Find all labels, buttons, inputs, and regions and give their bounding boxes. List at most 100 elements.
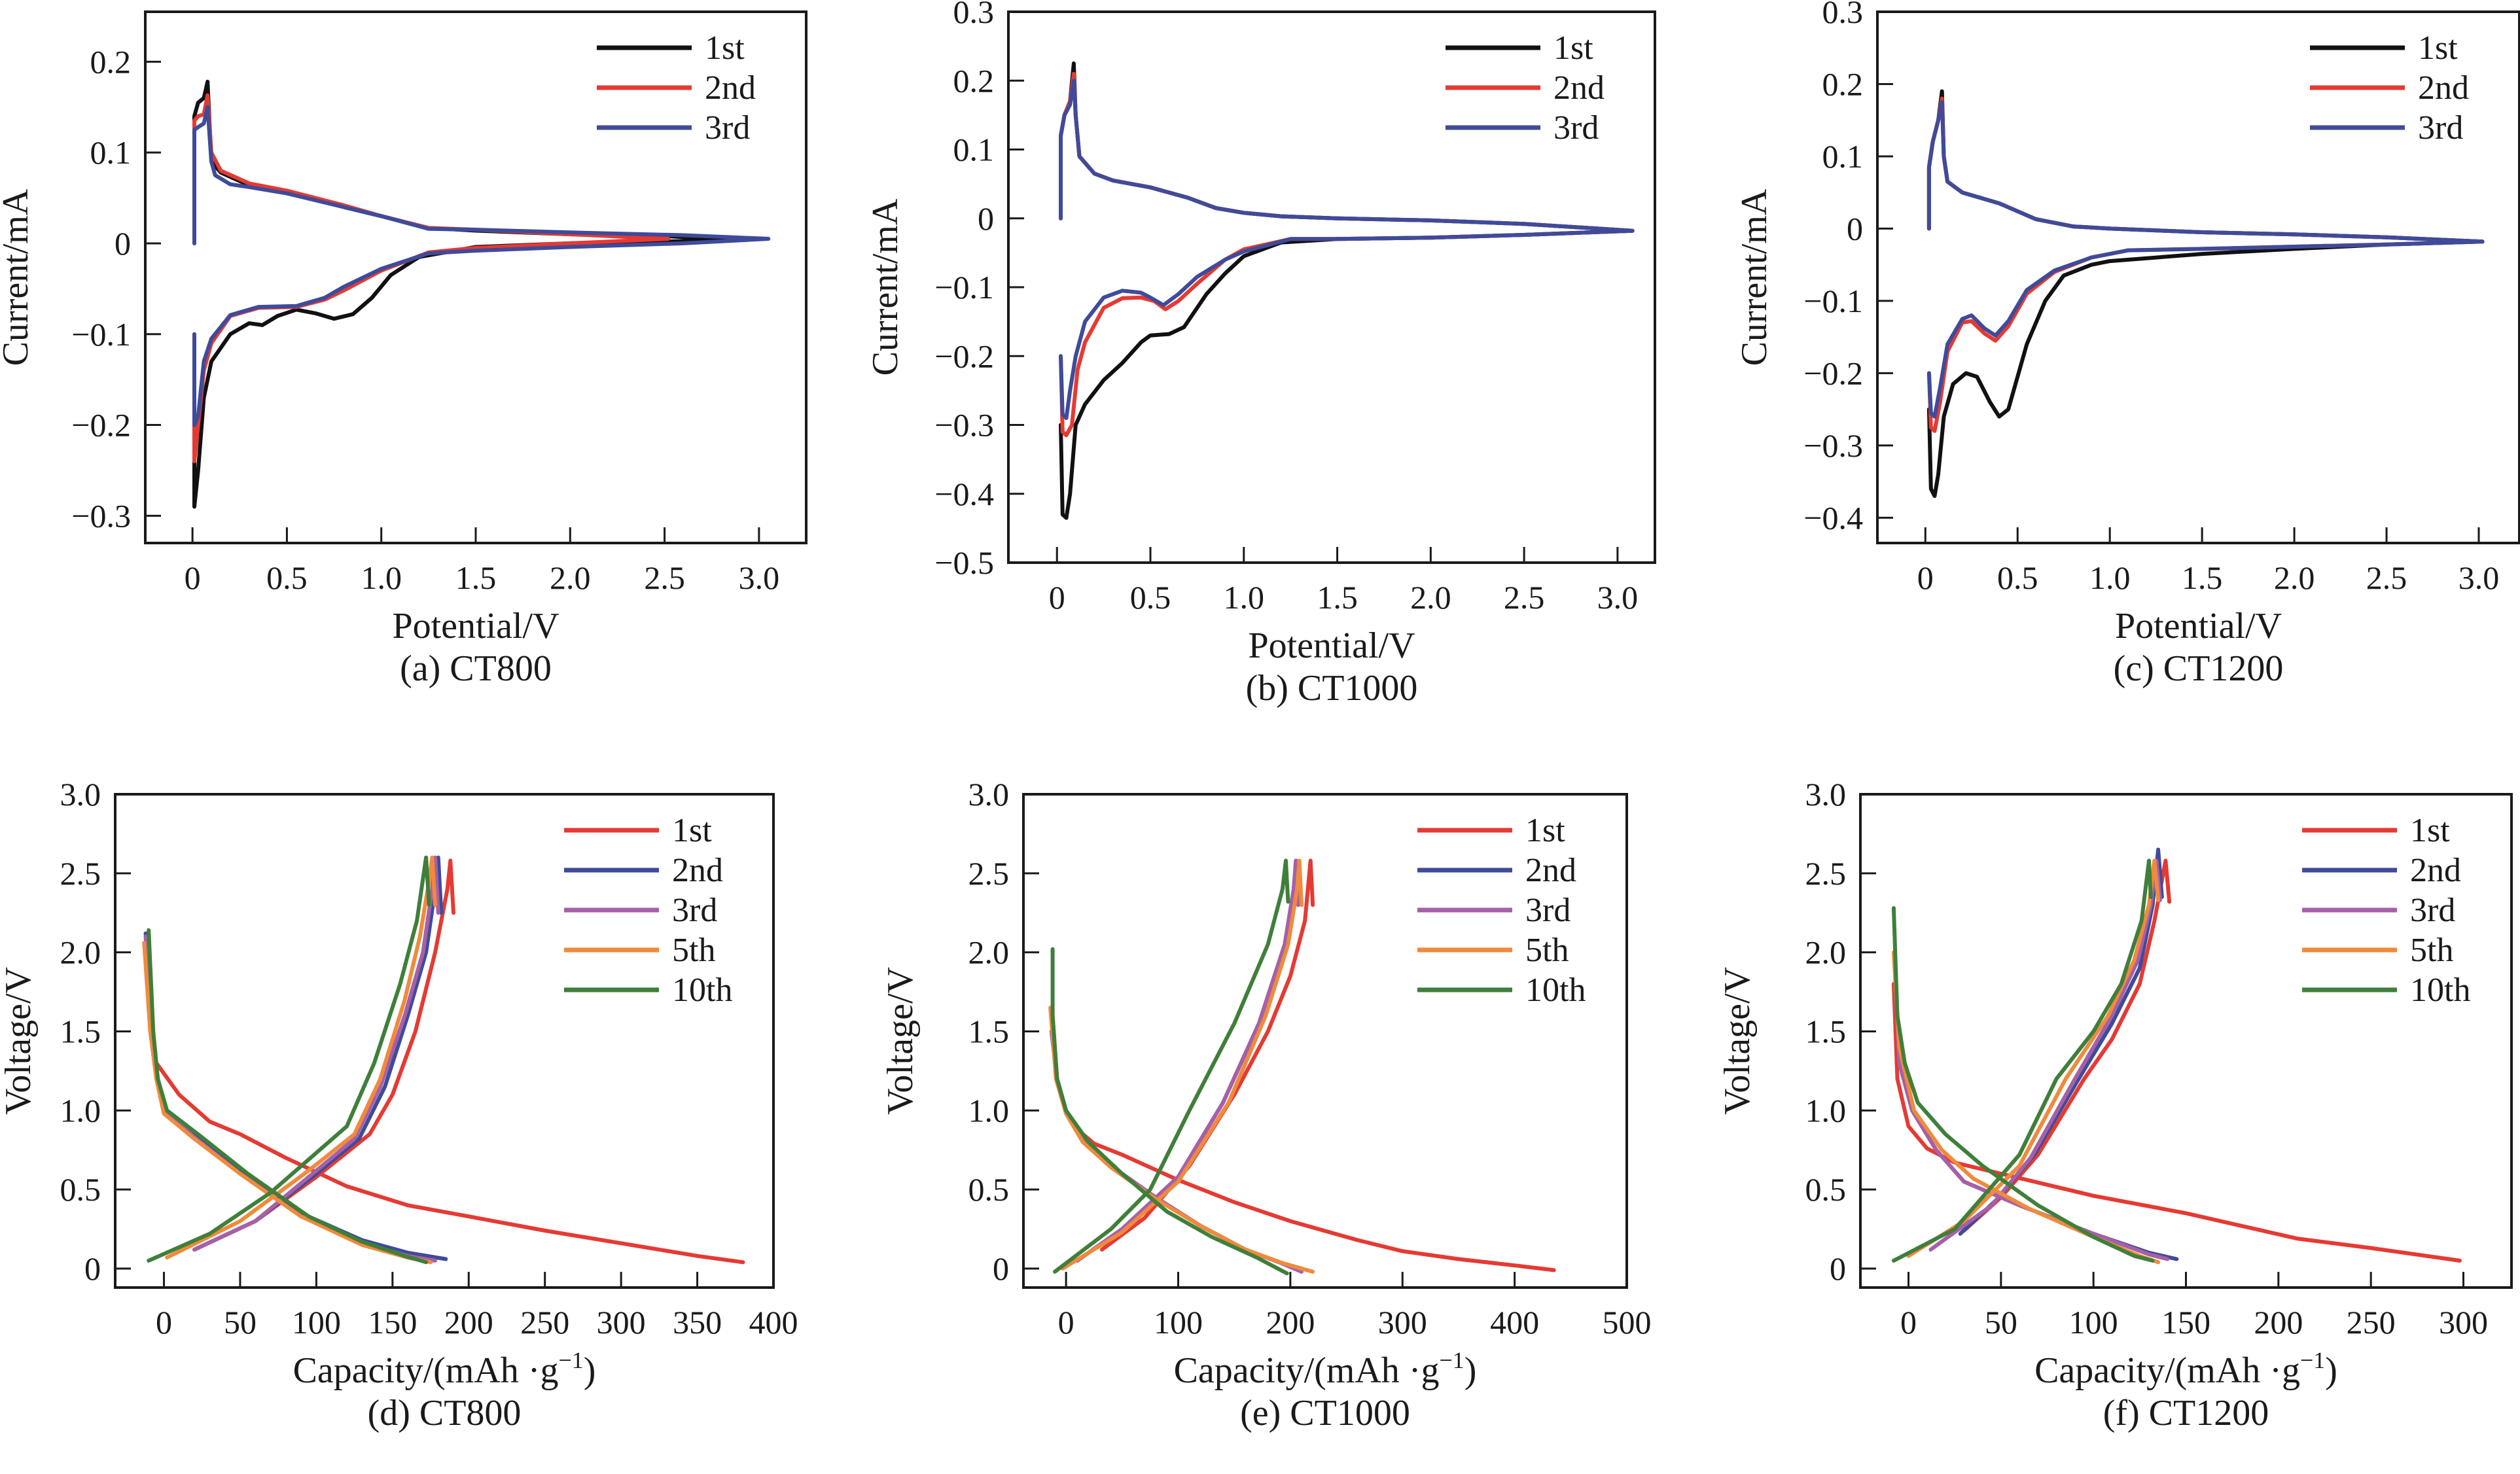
series-1st: [1926, 89, 2485, 499]
x-axis-label: Capacity/(mAh ·g−1): [2034, 1347, 2337, 1391]
y-tick-label: −0.2: [1803, 355, 1863, 391]
y-tick-label: −0.2: [71, 407, 131, 444]
x-tick-label: 300: [1378, 1304, 1427, 1341]
y-tick-label: 1.5: [968, 1013, 1010, 1050]
series-2nd: [1926, 96, 2485, 433]
panel-caption: (b) CT1000: [1246, 668, 1418, 709]
legend-label: 1st: [1553, 29, 1593, 67]
charge-curve-2nd: [192, 855, 444, 1252]
y-axis-label: Voltage/V: [880, 967, 921, 1115]
y-tick-label: −0.3: [71, 497, 131, 534]
panel-caption: (d) CT800: [368, 1393, 522, 1433]
x-tick-label: 50: [1985, 1304, 2017, 1341]
x-tick-label: 1.5: [1317, 579, 1358, 616]
charge-curve-10th: [1891, 858, 2153, 1263]
x-tick-label: 400: [1490, 1304, 1539, 1341]
series-2nd: [1893, 847, 2179, 1261]
series-2nd: [1049, 858, 1304, 1271]
y-tick-label: 0: [993, 1250, 1009, 1287]
x-tick-label: 1.0: [2089, 559, 2131, 596]
cv-curve-1st: [1926, 89, 2485, 499]
x-tick-label: 2.0: [1410, 579, 1451, 616]
y-tick-label: 1.0: [1805, 1092, 1847, 1129]
discharge-curve-10th: [147, 928, 429, 1265]
legend-label: 1st: [672, 812, 712, 849]
series-2nd: [1059, 71, 1635, 438]
y-tick-label: −0.4: [1803, 499, 1863, 536]
y-tick-label: 3.0: [968, 776, 1010, 813]
y-tick-label: 1.0: [60, 1092, 101, 1129]
panel-d: 0 50 100 150 200 250 300 350 400 0 0.5 1.0 1.5 2.0 2.5…: [0, 776, 798, 1433]
x-tick-label: 3.0: [739, 559, 780, 596]
x-tick-label: 400: [749, 1304, 798, 1341]
x-tick-label: 2.0: [550, 559, 591, 596]
cv-curve-3rd: [192, 105, 771, 427]
x-tick-label: 200: [1266, 1304, 1315, 1341]
discharge-curve-3rd: [1049, 1029, 1304, 1274]
y-tick-label: 0: [115, 225, 131, 262]
x-axis-label: Potential/V: [2115, 606, 2282, 646]
legend-label: 1st: [705, 29, 745, 67]
x-tick-label: 250: [520, 1304, 569, 1341]
y-tick-label: −0.1: [71, 316, 131, 353]
series-10th: [1050, 858, 1290, 1276]
charge-curve-10th: [1053, 858, 1290, 1274]
y-tick-label: 0.3: [953, 0, 995, 30]
cv-curve-2nd: [1926, 96, 2485, 433]
plot-frame: [1022, 793, 1628, 1289]
x-tick-label: 300: [597, 1304, 646, 1341]
x-tick-label: 0: [1917, 559, 1934, 596]
panel-c: 0 0.5 1.0 1.5 2.0 2.5 3.0 −0.4 −0.3 −0.2 −0.1 0 0.1 0…: [1734, 0, 2520, 689]
plot-frame: [114, 793, 775, 1289]
x-tick-label: 0.5: [1130, 579, 1171, 616]
series-2nd: [143, 855, 448, 1261]
series-3rd: [1059, 79, 1635, 420]
y-tick-label: 2.0: [1805, 934, 1847, 971]
series-10th: [1891, 858, 2155, 1263]
charge-curve-3rd: [192, 855, 440, 1252]
x-tick-label: 200: [444, 1304, 493, 1341]
x-tick-label: 100: [1154, 1304, 1203, 1341]
legend-label: 2nd: [2410, 852, 2461, 889]
series-1st: [1059, 61, 1635, 520]
charge-curve-5th: [165, 855, 437, 1260]
legend-label: 1st: [2410, 812, 2450, 849]
legend-label: 10th: [2410, 972, 2470, 1009]
x-tick-label: 50: [224, 1304, 257, 1341]
x-tick-label: 0: [1058, 1304, 1074, 1341]
y-axis-label: Current/mA: [0, 188, 36, 366]
legend-label: 5th: [2410, 932, 2453, 969]
x-tick-label: 0.5: [266, 559, 308, 596]
panel-b: 0 0.5 1.0 1.5 2.0 2.5 3.0 −0.5 −0.4 −0.3 −0.2 −0.1 0…: [865, 0, 1656, 709]
legend-label: 10th: [672, 972, 732, 1009]
panel-caption: (c) CT1200: [2114, 648, 2284, 689]
panel-a: 0 0.5 1.0 1.5 2.0 2.5 3.0 −0.3 −0.2 −0.1 0 0.1 0.2 Po…: [0, 10, 807, 689]
x-tick-label: 3.0: [1597, 579, 1639, 616]
x-axis-label: Potential/V: [1248, 625, 1415, 666]
charge-curve-2nd: [1958, 847, 2164, 1236]
charge-curve-2nd: [1075, 858, 1300, 1263]
y-axis-label: Voltage/V: [1717, 967, 1758, 1115]
x-tick-label: 100: [2069, 1304, 2118, 1341]
panel-caption: (e) CT1000: [1240, 1393, 1410, 1433]
x-tick-label: 150: [2161, 1304, 2210, 1341]
x-tick-label: 0: [156, 1304, 172, 1341]
y-tick-label: 0: [1847, 210, 1863, 247]
x-axis-label: Capacity/(mAh ·g−1): [293, 1347, 596, 1391]
cv-curve-3rd: [1059, 79, 1635, 420]
cv-curve-1st: [192, 79, 733, 509]
x-tick-label: 1.0: [361, 559, 402, 596]
y-tick-label: 0.2: [1822, 65, 1864, 102]
charge-curve-1st: [192, 858, 455, 1252]
series-1st: [154, 858, 745, 1265]
y-tick-label: 1.0: [968, 1092, 1010, 1129]
legend-label: 2nd: [1525, 852, 1576, 889]
legend-label: 2nd: [672, 852, 723, 889]
y-tick-label: 0.2: [953, 62, 995, 99]
series-3rd: [1926, 100, 2485, 419]
x-tick-label: 0: [185, 559, 201, 596]
